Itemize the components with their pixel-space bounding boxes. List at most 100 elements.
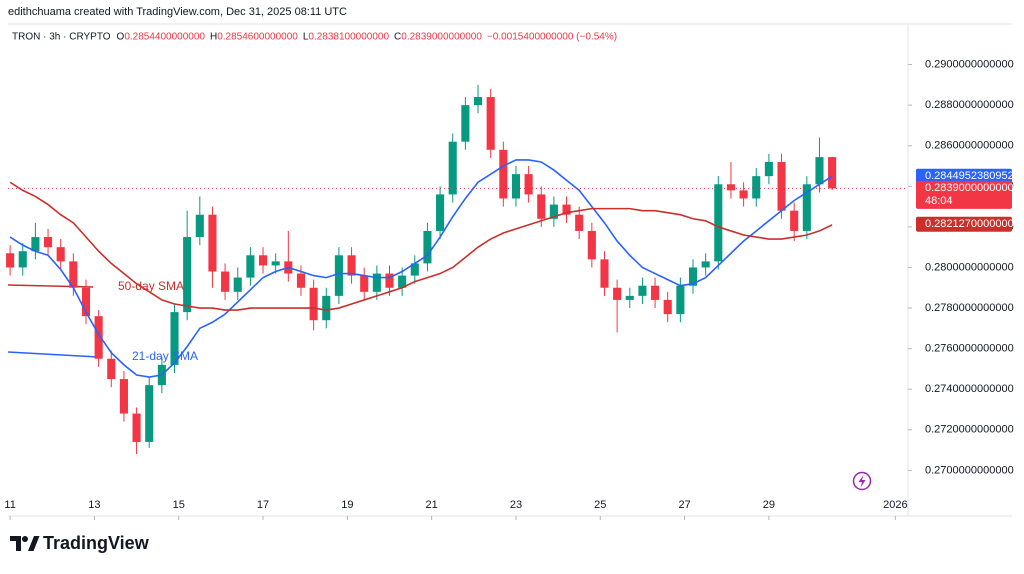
candle-body: [398, 275, 407, 288]
candle-body: [385, 273, 394, 288]
y-tick-label: 0.2740000000000: [925, 383, 1014, 395]
drawing-segment: [7, 284, 94, 288]
y-tick-label: 0.2800000000000: [925, 261, 1014, 273]
sma-line: [9, 159, 833, 378]
candle-body: [777, 161, 786, 211]
logo: TradingView: [10, 533, 150, 553]
candle-body: [651, 285, 660, 300]
alert-icon-ring: [852, 471, 872, 491]
y-tick-label: 0.2700000000000: [925, 464, 1014, 476]
attribution: edithchuama created with TradingView.com…: [8, 6, 347, 18]
candle-body: [701, 261, 710, 268]
candle-body: [537, 194, 546, 219]
candle-body: [613, 287, 622, 300]
x-tick-label: 23: [510, 499, 522, 511]
candle-body: [448, 141, 457, 195]
candle-body: [221, 271, 230, 292]
candle-body: [726, 184, 735, 191]
candle-body: [6, 253, 15, 268]
candle-body: [145, 385, 154, 442]
candle-body: [246, 255, 255, 278]
candle-body: [499, 149, 508, 199]
logo-mark: [10, 536, 21, 551]
candle-body: [638, 285, 647, 296]
y-tick-label: 0.2780000000000: [925, 302, 1014, 314]
candle-body: [347, 255, 356, 276]
candle-body: [600, 259, 609, 288]
candle-body: [81, 287, 91, 317]
price-label-countdown: 48:04: [925, 195, 953, 207]
sma50-label-box: [916, 216, 1012, 232]
candle-body: [663, 299, 672, 315]
ohlc-value: 0.2854600000000: [217, 32, 298, 43]
candle-body: [587, 230, 596, 260]
candle-body: [511, 174, 521, 199]
x-tick-label: 29: [763, 499, 775, 511]
candle-body: [752, 176, 761, 199]
candle-body: [436, 194, 445, 231]
symbol: TRON · 3h · CRYPTO: [12, 32, 111, 43]
x-tick-label: 11: [4, 499, 15, 511]
candle-body: [271, 261, 280, 266]
candle-body: [549, 204, 558, 219]
candle-body: [676, 285, 685, 315]
candle-body: [322, 295, 331, 321]
candle-body: [688, 267, 698, 286]
candle-body: [94, 316, 103, 359]
candle-body: [423, 230, 432, 264]
alert-icon[interactable]: [852, 471, 872, 491]
candle-body: [575, 214, 584, 231]
candle-body: [486, 97, 495, 150]
x-tick-label: 2026: [883, 499, 907, 511]
candle-body: [309, 287, 318, 321]
ohlc-key: H: [210, 32, 217, 43]
candle-body: [461, 105, 470, 142]
x-tick-label: 13: [88, 499, 100, 511]
sma-caption: 50-day SMA: [118, 279, 184, 293]
candle-body: [69, 261, 78, 288]
candle-body: [195, 214, 204, 238]
x-tick-label: 15: [173, 499, 185, 511]
candle-body: [410, 263, 419, 276]
candle-body: [258, 255, 268, 266]
drawing-segment: [7, 351, 99, 358]
candle-body: [764, 161, 773, 177]
candle-body: [815, 157, 824, 185]
y-tick-label: 0.2880000000000: [925, 99, 1014, 111]
ohlc-value: 0.2839000000000: [401, 32, 482, 43]
candle-body: [183, 237, 192, 313]
ohlc-key: C: [394, 32, 401, 43]
change: −0.0015400000000 (−0.54%): [487, 32, 617, 43]
candle-body: [372, 273, 381, 292]
sma-caption: 21-day SMA: [132, 349, 198, 363]
alert-icon-bolt: [858, 475, 866, 488]
sma-line: [9, 181, 833, 311]
candle-body: [208, 214, 217, 272]
candle-body: [56, 247, 65, 262]
ohlc-key: L: [303, 32, 309, 43]
candle-body: [296, 273, 306, 288]
candle-body: [233, 277, 242, 292]
candle-body: [625, 295, 634, 300]
candle-body: [802, 184, 811, 231]
candle-body: [334, 255, 343, 296]
candle-body: [170, 312, 179, 365]
logo-mark: [28, 536, 40, 551]
y-tick-label: 0.2760000000000: [925, 343, 1014, 355]
candle-body: [31, 237, 40, 252]
candle-body: [562, 204, 571, 215]
candle-body: [119, 379, 128, 414]
y-tick-label: 0.2720000000000: [925, 424, 1014, 436]
candle-body: [524, 174, 533, 195]
candle-body: [714, 184, 723, 262]
sma21-label-box: [916, 168, 1012, 184]
ohlc-key: O: [117, 32, 125, 43]
candle-body: [132, 413, 141, 442]
candle-body: [360, 275, 369, 292]
x-tick-label: 21: [426, 499, 438, 511]
candle-body: [107, 358, 116, 380]
sma21-label-text: 0.2844952380952: [925, 170, 1014, 182]
y-tick-label: 0.2900000000000: [925, 58, 1014, 70]
